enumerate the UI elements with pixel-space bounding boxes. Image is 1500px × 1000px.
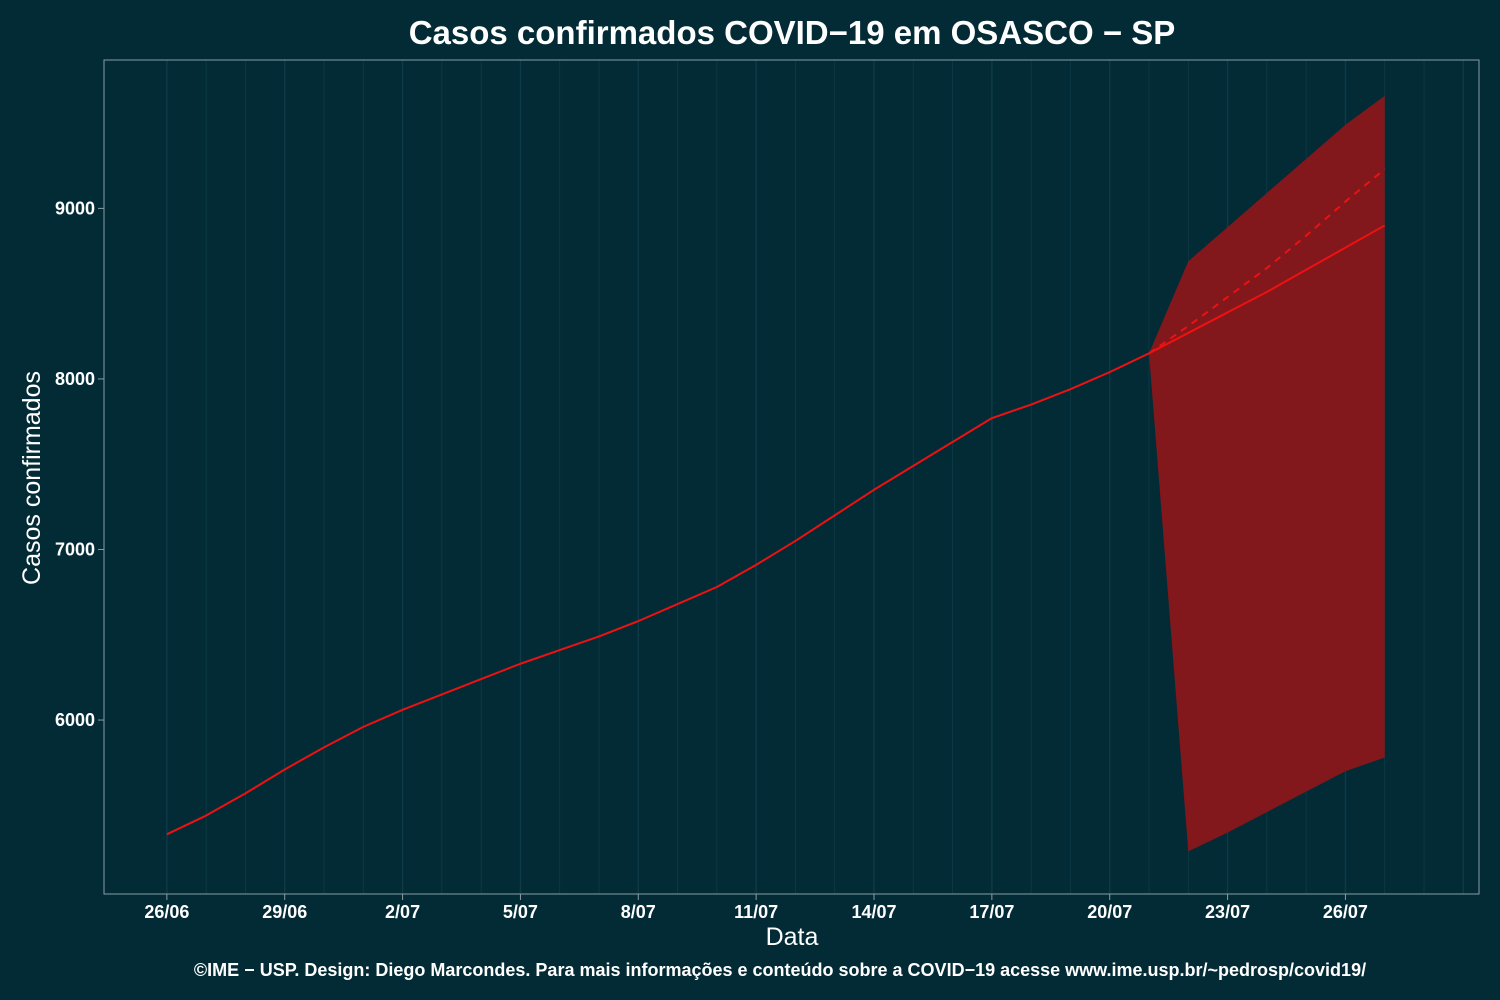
x-tick-label: 2/07	[385, 902, 420, 922]
y-axis-title: Casos confirmados	[18, 371, 46, 585]
projection-line	[1148, 224, 1386, 355]
x-tick-label: 29/06	[262, 902, 307, 922]
y-axis: 6000 7000 8000 9000	[55, 198, 104, 730]
x-tick-label: 20/07	[1087, 902, 1132, 922]
y-tick-label: 6000	[55, 710, 95, 730]
x-tick-label: 23/07	[1205, 902, 1250, 922]
x-tick-label: 8/07	[621, 902, 656, 922]
chart-title: Casos confirmados COVID−19 em OSASCO − S…	[409, 14, 1176, 51]
observed-cases-line	[166, 311, 1229, 836]
x-axis-title: Data	[766, 923, 819, 951]
x-tick-label: 5/07	[503, 902, 538, 922]
confidence-band-group	[1149, 95, 1385, 852]
x-tick-label: 26/06	[144, 902, 189, 922]
footer-credit: ©IME − USP. Design: Diego Marcondes. Par…	[194, 960, 1366, 980]
y-tick-label: 7000	[55, 539, 95, 559]
plot-frame	[103, 59, 1480, 895]
x-axis: 26/06 29/06 2/07 5/07 8/07 11/07 14/07 17/07 20/…	[144, 894, 1368, 922]
x-tick-label: 14/07	[851, 902, 896, 922]
series-group	[166, 168, 1386, 836]
y-tick-label: 9000	[55, 198, 95, 218]
x-tick-label: 26/07	[1323, 902, 1368, 922]
confidence-band	[1149, 95, 1385, 852]
x-tick-label: 17/07	[969, 902, 1014, 922]
projection-dashed-line	[1148, 168, 1386, 355]
x-tick-label: 11/07	[734, 902, 778, 922]
y-tick-label: 8000	[55, 369, 95, 389]
